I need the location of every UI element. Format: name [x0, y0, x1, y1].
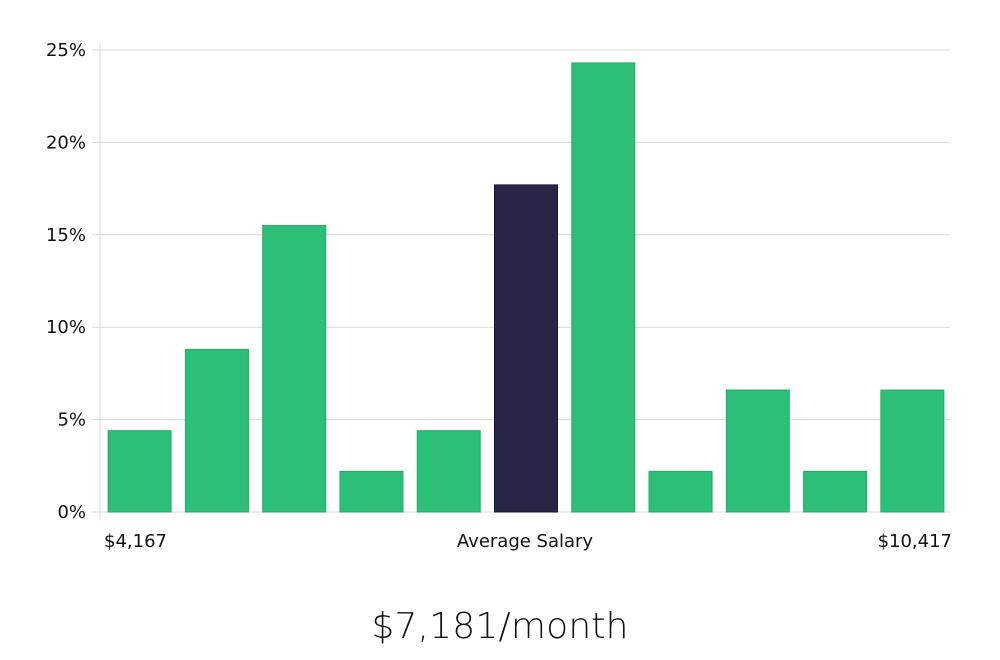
x-label-center: Average Salary — [457, 531, 594, 552]
average-salary-headline: $7,181/month — [371, 606, 629, 647]
bars — [107, 62, 945, 513]
x-axis: $4,167 Average Salary $10,417 — [104, 531, 952, 552]
bar — [648, 470, 713, 513]
bar — [339, 470, 404, 513]
bar — [880, 389, 945, 513]
bar — [107, 430, 172, 513]
y-tick-label: 25% — [46, 40, 86, 61]
y-axis: 0% 5% 10% 15% 20% 25% — [46, 40, 86, 523]
y-tick-label: 5% — [57, 410, 86, 431]
bar — [262, 225, 327, 513]
bar — [184, 348, 249, 513]
bar-average — [494, 184, 558, 513]
bar — [571, 62, 636, 513]
y-tick-label: 15% — [46, 225, 86, 246]
y-tick-label: 20% — [46, 132, 86, 153]
x-label-min: $4,167 — [104, 531, 167, 552]
bar — [803, 470, 868, 513]
y-tick-label: 0% — [57, 502, 86, 523]
bar — [416, 430, 481, 513]
x-label-max: $10,417 — [878, 531, 952, 552]
y-tick-label: 10% — [46, 317, 86, 338]
bar — [725, 389, 790, 513]
salary-histogram: 0% 5% 10% 15% 20% 25% $4,167 Average Salary $… — [46, 40, 952, 552]
